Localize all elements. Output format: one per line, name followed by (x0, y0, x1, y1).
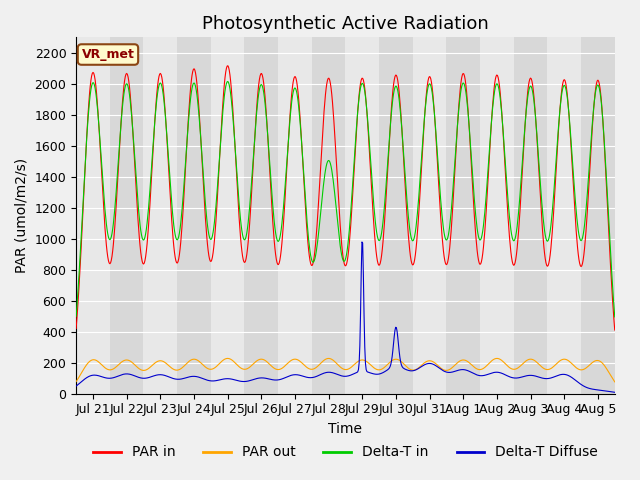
PAR out (611, 379, 619, 385)
Bar (244, 37, 278, 394)
Delta-T Diffuse (72, 383, 80, 389)
PAR in (402, 189, 410, 194)
Y-axis label: PAR (umol/m2/s): PAR (umol/m2/s) (15, 158, 29, 273)
Delta-T Diffuse (402, 366, 410, 372)
Bar (346, 37, 379, 394)
Bar (413, 37, 447, 394)
PAR out (224, 356, 232, 361)
PAR in (432, 130, 440, 135)
Line: Delta-T Diffuse: Delta-T Diffuse (76, 242, 615, 392)
PAR in (72, 325, 80, 331)
Delta-T Diffuse (234, 378, 242, 384)
Line: Delta-T in: Delta-T in (76, 82, 615, 317)
Delta-T in (136, 216, 143, 221)
Delta-T Diffuse (611, 389, 619, 395)
Delta-T Diffuse (282, 375, 289, 381)
Delta-T in (611, 314, 619, 320)
Bar (177, 37, 211, 394)
Delta-T in (262, 108, 269, 113)
PAR out (72, 379, 80, 384)
Delta-T Diffuse (136, 375, 143, 381)
PAR in (611, 327, 619, 333)
PAR in (224, 63, 232, 69)
Bar (514, 37, 547, 394)
PAR in (262, 103, 269, 108)
Bar (278, 37, 312, 394)
PAR in (236, 215, 243, 220)
Bar (547, 37, 581, 394)
PAR out (402, 363, 410, 369)
Bar (211, 37, 244, 394)
PAR out (236, 364, 243, 370)
Delta-T in (224, 79, 232, 84)
Delta-T in (282, 169, 290, 175)
Bar (379, 37, 413, 394)
PAR out (282, 362, 290, 368)
PAR out (262, 358, 269, 364)
Bar (110, 37, 143, 394)
Line: PAR in: PAR in (76, 66, 615, 330)
Text: VR_met: VR_met (81, 48, 134, 61)
Delta-T Diffuse (261, 375, 269, 381)
PAR out (136, 366, 143, 372)
Bar (447, 37, 480, 394)
Delta-T in (72, 313, 80, 319)
Legend: PAR in, PAR out, Delta-T in, Delta-T Diffuse: PAR in, PAR out, Delta-T in, Delta-T Dif… (87, 440, 604, 465)
Bar (143, 37, 177, 394)
Title: Photosynthetic Active Radiation: Photosynthetic Active Radiation (202, 15, 489, 33)
Line: PAR out: PAR out (76, 359, 615, 382)
Bar (312, 37, 346, 394)
Bar (581, 37, 615, 394)
Delta-T in (236, 200, 243, 206)
Delta-T in (432, 127, 440, 132)
Delta-T Diffuse (432, 363, 440, 369)
PAR out (432, 360, 440, 366)
Delta-T in (402, 178, 410, 183)
PAR in (282, 177, 290, 183)
Bar (76, 37, 110, 394)
X-axis label: Time: Time (328, 422, 362, 436)
PAR in (136, 235, 143, 241)
Delta-T Diffuse (358, 239, 366, 245)
Bar (480, 37, 514, 394)
